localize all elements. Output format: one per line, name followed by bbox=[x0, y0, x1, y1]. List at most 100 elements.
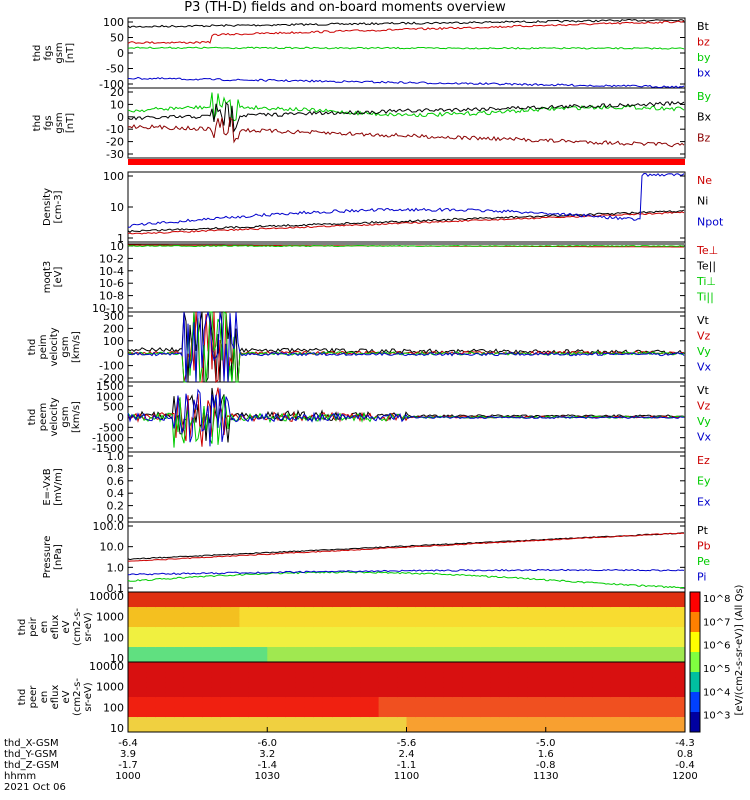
electron-spectrogram-cell-48-10 bbox=[573, 712, 584, 718]
ion-spectrogram-cell-47-13 bbox=[564, 657, 575, 663]
legend-p7-3: Pi bbox=[697, 571, 706, 584]
electron-spectrogram-cell-48-2 bbox=[573, 672, 584, 678]
ylabel-p5-2: velocity bbox=[49, 397, 60, 436]
legend-p4-0: Vt bbox=[697, 314, 710, 327]
electron-spectrogram-cell-35-4 bbox=[452, 682, 463, 688]
ion-spectrogram-cell-29-3 bbox=[397, 607, 407, 613]
electron-spectrogram-cell-19-10 bbox=[304, 712, 315, 718]
electron-spectrogram-cell-51-7 bbox=[601, 697, 612, 703]
electron-spectrogram-cell-0-7 bbox=[128, 697, 138, 703]
electron-spectrogram-cell-42-9 bbox=[517, 707, 528, 713]
ion-spectrogram-cell-35-5 bbox=[452, 617, 463, 623]
electron-spectrogram-cell-27-4 bbox=[378, 682, 389, 688]
ion-spectrogram-cell-52-11 bbox=[610, 647, 621, 653]
electron-spectrogram-cell-32-7 bbox=[425, 697, 435, 703]
electron-spectrogram-cell-38-3 bbox=[480, 677, 491, 683]
ion-spectrogram-cell-33-7 bbox=[434, 627, 445, 633]
ion-spectrogram-cell-21-2 bbox=[322, 602, 333, 608]
ion-spectrogram-cell-20-11 bbox=[313, 647, 324, 653]
electron-spectrogram-cell-37-10 bbox=[471, 712, 482, 718]
ion-spectrogram-cell-28-9 bbox=[387, 637, 398, 643]
ion-spectrogram-cell-51-0 bbox=[601, 592, 612, 598]
xrow-3-val-0: 1000 bbox=[115, 771, 140, 782]
electron-spectrogram-cell-28-8 bbox=[387, 702, 398, 708]
electron-spectrogram-cell-18-2 bbox=[295, 672, 305, 678]
electron-spectrogram-cell-53-9 bbox=[620, 707, 630, 713]
ion-spectrogram-cell-56-9 bbox=[647, 637, 658, 643]
electron-spectrogram-cell-35-12 bbox=[452, 722, 463, 728]
electron-spectrogram-cell-34-1 bbox=[443, 667, 454, 673]
electron-spectrogram-cell-34-8 bbox=[443, 702, 454, 708]
ion-spectrogram-cell-12-11 bbox=[239, 647, 250, 653]
ion-spectrogram-cell-2-12 bbox=[146, 652, 157, 658]
electron-spectrogram-cell-44-7 bbox=[536, 697, 547, 703]
ytick-label-p2-0: 100 bbox=[103, 170, 124, 183]
electron-spectrogram-cell-25-1 bbox=[360, 667, 370, 673]
ylabel-p2-0: Density bbox=[42, 188, 53, 226]
ion-spectrogram-cell-5-5 bbox=[174, 617, 185, 623]
ion-spectrogram-cell-11-1 bbox=[230, 597, 240, 603]
ion-spectrogram-cell-39-13 bbox=[490, 657, 500, 663]
electron-spectrogram-cell-20-10 bbox=[313, 712, 324, 718]
colorbar-swatch-0 bbox=[690, 592, 700, 613]
electron-spectrogram-cell-30-1 bbox=[406, 667, 417, 673]
electron-spectrogram-cell-38-9 bbox=[480, 707, 491, 713]
electron-spectrogram-cell-56-3 bbox=[647, 677, 658, 683]
electron-spectrogram-cell-18-11 bbox=[295, 717, 305, 723]
electron-spectrogram-cell-22-12 bbox=[332, 722, 342, 728]
ion-spectrogram-cell-46-6 bbox=[555, 622, 565, 628]
ion-spectrogram-cell-43-11 bbox=[527, 647, 537, 653]
electron-spectrogram-cell-0-11 bbox=[128, 717, 138, 723]
legend-p3-3: Ti|| bbox=[696, 291, 714, 304]
ion-spectrogram-cell-30-9 bbox=[406, 637, 417, 643]
date-label: 2021 Oct 06 bbox=[4, 782, 66, 793]
legend-p0-3: bx bbox=[697, 67, 711, 80]
ion-spectrogram-cell-46-9 bbox=[555, 637, 565, 643]
ion-spectrogram-cell-39-4 bbox=[490, 612, 500, 618]
ion-spectrogram-cell-23-5 bbox=[341, 617, 352, 623]
legend-p7-1: Pb bbox=[697, 540, 711, 553]
electron-spectrogram-cell-39-7 bbox=[490, 697, 500, 703]
electron-spectrogram-cell-20-3 bbox=[313, 677, 324, 683]
legend-p7-0: Pt bbox=[697, 524, 709, 537]
electron-spectrogram-cell-47-0 bbox=[564, 662, 575, 668]
electron-spectrogram-cell-35-9 bbox=[452, 707, 463, 713]
ytick-label-p5-1: 1000 bbox=[96, 390, 124, 403]
ion-spectrogram-cell-57-8 bbox=[657, 632, 667, 638]
ion-spectrogram-cell-30-5 bbox=[406, 617, 417, 623]
ion-spectrogram-cell-14-5 bbox=[258, 617, 268, 623]
ion-spectrogram-cell-10-11 bbox=[220, 647, 231, 653]
ion-spectrogram-cell-4-12 bbox=[165, 652, 175, 658]
ion-spectrogram-cell-52-8 bbox=[610, 632, 621, 638]
ion-spectrogram-cell-31-12 bbox=[415, 652, 426, 658]
ion-spectrogram-cell-35-0 bbox=[452, 592, 463, 598]
ion-spectrogram-cell-40-7 bbox=[499, 627, 510, 633]
electron-spectrogram-cell-42-13 bbox=[517, 727, 528, 733]
ion-spectrogram-cell-36-1 bbox=[462, 597, 472, 603]
ion-spectrogram-cell-25-5 bbox=[360, 617, 370, 623]
electron-spectrogram-cell-24-13 bbox=[350, 727, 361, 733]
ion-spectrogram-cell-9-6 bbox=[211, 622, 222, 628]
electron-spectrogram-cell-48-12 bbox=[573, 722, 584, 728]
ion-spectrogram-cell-17-6 bbox=[285, 622, 296, 628]
ion-spectrogram-cell-36-11 bbox=[462, 647, 472, 653]
ion-spectrogram-cell-17-2 bbox=[285, 602, 296, 608]
ion-spectrogram-cell-19-12 bbox=[304, 652, 315, 658]
electron-spectrogram-cell-51-11 bbox=[601, 717, 612, 723]
ion-spectrogram-cell-8-11 bbox=[202, 647, 213, 653]
electron-spectrogram-cell-26-12 bbox=[369, 722, 380, 728]
xrow-3-val-3: 1130 bbox=[533, 771, 558, 782]
ion-spectrogram-cell-6-5 bbox=[183, 617, 194, 623]
ion-spectrogram-cell-45-2 bbox=[545, 602, 556, 608]
ion-spectrogram-cell-39-5 bbox=[490, 617, 500, 623]
ion-spectrogram-cell-22-10 bbox=[332, 642, 342, 648]
electron-spectrogram-cell-56-6 bbox=[647, 692, 658, 698]
electron-spectrogram-cell-31-8 bbox=[415, 702, 426, 708]
ion-spectrogram-cell-44-2 bbox=[536, 602, 547, 608]
ion-spectrogram-cell-58-8 bbox=[666, 632, 677, 638]
ion-spectrogram-cell-2-11 bbox=[146, 647, 157, 653]
electron-spectrogram-cell-27-2 bbox=[378, 672, 389, 678]
ion-spectrogram-cell-40-2 bbox=[499, 602, 510, 608]
ion-spectrogram-cell-10-7 bbox=[220, 627, 231, 633]
electron-spectrogram-cell-49-0 bbox=[582, 662, 593, 668]
